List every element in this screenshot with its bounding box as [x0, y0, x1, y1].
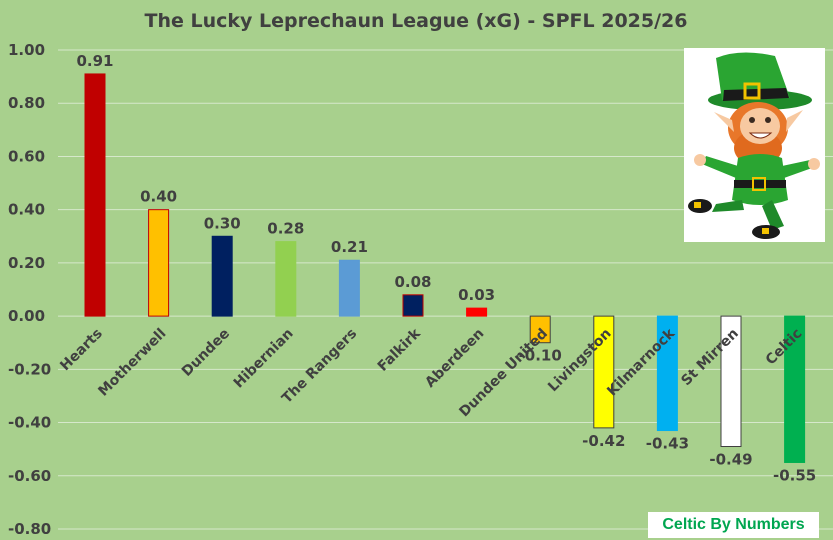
- bar: [720, 315, 742, 448]
- bar: [275, 241, 297, 317]
- y-tick-label: 1.00: [8, 41, 45, 59]
- bar: [338, 259, 360, 317]
- y-tick-label: -0.40: [8, 414, 51, 432]
- data-label: -0.49: [709, 451, 752, 469]
- data-label: 0.91: [76, 52, 113, 70]
- bar: [211, 235, 233, 317]
- y-tick-label: 0.60: [8, 147, 45, 165]
- x-tick-label: Aberdeen: [422, 326, 487, 391]
- y-tick-label: -0.80: [8, 520, 51, 538]
- y-tick-label: 0.00: [8, 307, 45, 325]
- y-tick-label: -0.20: [8, 360, 51, 378]
- bar: [402, 294, 424, 317]
- data-label: -0.10: [519, 347, 562, 365]
- y-tick-label: 0.40: [8, 201, 45, 219]
- data-label: 0.30: [204, 214, 241, 232]
- y-axis-ticks: 1.00 0.80 0.60 0.40 0.20 0.00 -0.20 -0.40 -0.60 -…: [8, 41, 51, 538]
- bar: [84, 73, 106, 317]
- watermark-badge: Celtic By Numbers: [648, 512, 819, 538]
- data-label: 0.08: [394, 273, 431, 291]
- data-label: -0.55: [773, 466, 816, 484]
- data-label: 0.28: [267, 220, 304, 238]
- x-tick-label: Hearts: [57, 326, 106, 375]
- bars: [84, 73, 806, 463]
- bar: [593, 315, 615, 429]
- data-label: 0.40: [140, 188, 177, 206]
- data-label: 0.21: [331, 238, 368, 256]
- y-tick-label: -0.60: [8, 467, 51, 485]
- data-labels: 0.91 0.40 0.30 0.28 0.21 0.08 0.03 -0.10 -0.42 -0…: [76, 52, 816, 485]
- leprechaun-icon: [684, 48, 825, 242]
- x-tick-label: Falkirk: [375, 325, 424, 374]
- chart-title: The Lucky Leprechaun League (xG) - SPFL …: [145, 10, 688, 32]
- bar: [656, 315, 678, 432]
- x-tick-label: Hibernian: [231, 326, 297, 392]
- data-label: 0.03: [458, 286, 495, 304]
- data-label: -0.43: [646, 435, 689, 453]
- bar: [466, 307, 488, 317]
- x-tick-label: Motherwell: [95, 326, 169, 400]
- bar: [148, 209, 170, 317]
- y-tick-label: 0.20: [8, 254, 45, 272]
- bar: [784, 315, 806, 463]
- bar: [529, 315, 551, 344]
- data-label: -0.42: [582, 432, 625, 450]
- y-tick-label: 0.80: [8, 94, 45, 112]
- x-tick-label: Dundee: [179, 326, 233, 380]
